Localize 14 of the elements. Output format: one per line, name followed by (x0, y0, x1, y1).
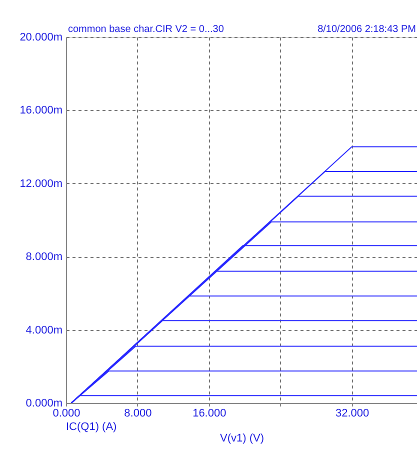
y-tick-label: 0.000m (26, 398, 62, 410)
x-tick-label: 32.000 (335, 408, 370, 420)
text: common base char.CIR V2 = 0...30 (68, 24, 224, 35)
text: IC(Q1) (A) (66, 421, 117, 433)
text: 8/10/2006 2:18:43 PM (318, 24, 416, 35)
y-tick-label: 4.000m (26, 324, 62, 336)
y-tick-label: 8.000m (26, 251, 62, 264)
y-tick-label: 20.000m (20, 32, 62, 44)
x-tick-label: 0.000 (52, 408, 80, 420)
x-tick-label: 8.000 (124, 408, 152, 420)
x-axis-title: V(v1) (V) (220, 432, 264, 444)
x-tick-label: 16.000 (192, 408, 226, 420)
y-tick-label: 12.000m (20, 178, 62, 190)
y-tick-label: 16.000m (20, 104, 62, 117)
